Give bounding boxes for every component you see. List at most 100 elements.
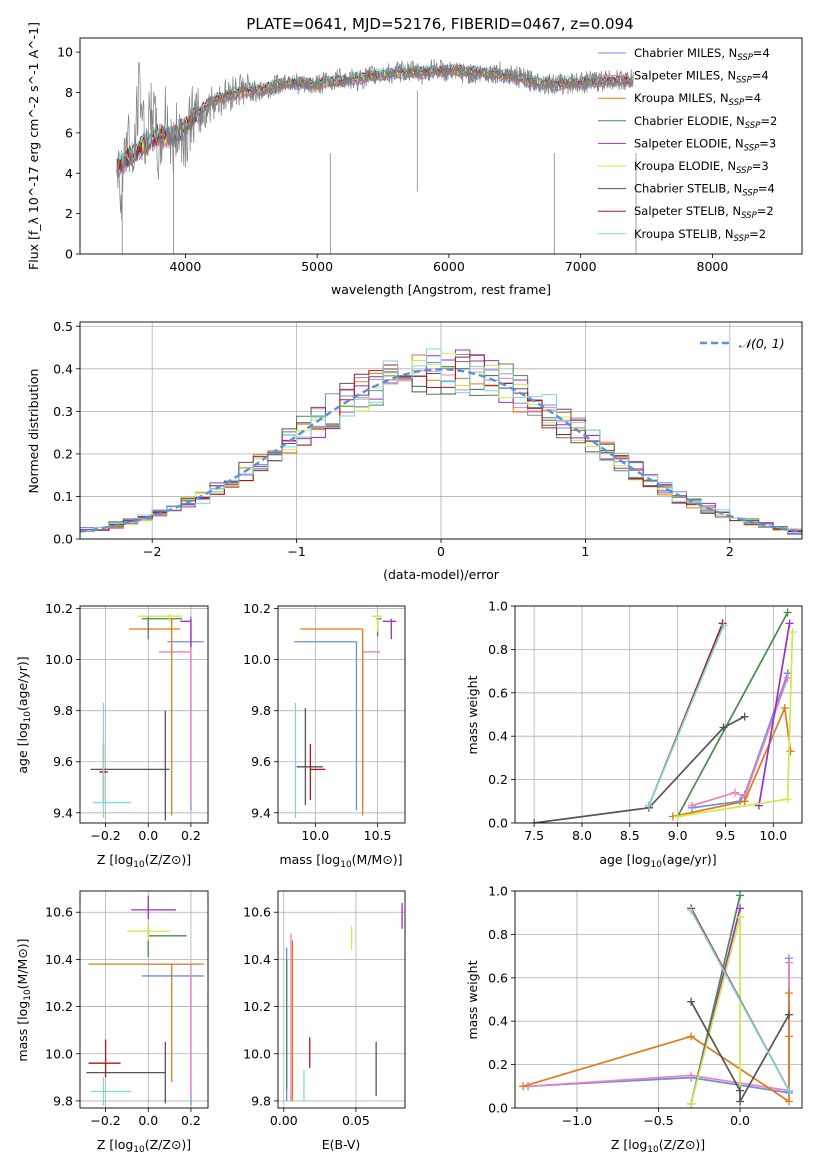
y-tick-label: 6 bbox=[65, 125, 73, 140]
legend-entry: Kroupa STELIB, NSSP=2 bbox=[634, 227, 766, 244]
weight-marker bbox=[736, 1086, 745, 1095]
weight-marker bbox=[736, 1097, 745, 1106]
x-tick-label: 9.0 bbox=[668, 828, 688, 843]
weight-marker bbox=[784, 1086, 793, 1095]
axes-frame bbox=[514, 605, 803, 824]
weight-marker bbox=[687, 801, 696, 810]
weight-marker bbox=[719, 723, 728, 732]
plot-area bbox=[294, 615, 397, 818]
y-tick-label: 0.1 bbox=[53, 489, 73, 504]
x-tick-label: 10.0 bbox=[759, 828, 787, 843]
weight-marker bbox=[784, 1032, 793, 1041]
plot-area bbox=[80, 348, 802, 539]
plot-area bbox=[86, 895, 204, 1106]
legend-entry: Chabrier STELIB, NSSP=4 bbox=[634, 182, 775, 199]
weight-marker bbox=[687, 1071, 696, 1080]
plot-area bbox=[90, 613, 204, 821]
axes-frame bbox=[79, 605, 209, 824]
weight-marker bbox=[687, 906, 696, 915]
histogram-steps bbox=[80, 354, 802, 539]
weight-marker bbox=[784, 1097, 793, 1106]
weight-marker bbox=[731, 788, 740, 797]
axes-frame bbox=[79, 890, 209, 1109]
y-tick-label: 9.8 bbox=[251, 1093, 271, 1108]
panel-age-vs-mass: 10.0 10.5 9.4 9.6 9.8 10.0 10.2 mass [log10(M/M… bbox=[243, 601, 406, 870]
figure-title: PLATE=0641, MJD=52176, FIBERID=0467, z=0… bbox=[246, 15, 633, 33]
y-tick-label: 0.8 bbox=[488, 927, 508, 942]
y-tick-label: 0.0 bbox=[488, 816, 508, 831]
weight-marker bbox=[783, 608, 792, 617]
x-tick-label: −0.2 bbox=[90, 1113, 120, 1128]
weight-line bbox=[690, 1001, 790, 1103]
x-axis-label: age [log10(age/yr)] bbox=[599, 852, 716, 870]
axes-frame bbox=[277, 605, 406, 824]
y-tick-label: 0.4 bbox=[488, 729, 508, 744]
weight-marker bbox=[530, 819, 539, 823]
y-tick-label: 10.0 bbox=[243, 1046, 271, 1061]
y-tick-label: 0.3 bbox=[53, 404, 73, 419]
y-tick-label: 0.0 bbox=[53, 532, 73, 547]
x-tick-label: −1 bbox=[287, 544, 305, 559]
y-axis-label: mass weight bbox=[465, 960, 480, 1039]
y-axis-label: age [log10(age/yr)] bbox=[15, 656, 33, 773]
weight-marker bbox=[736, 904, 745, 913]
weight-line bbox=[691, 677, 789, 807]
x-tick-label: 9.5 bbox=[716, 828, 736, 843]
y-tick-label: 9.6 bbox=[53, 754, 73, 769]
y-axis-label: Flux [f_λ 10^-17 erg cm^-2 s^-1 A^-1] bbox=[26, 22, 41, 270]
x-tick-label: −0.2 bbox=[90, 828, 120, 843]
observed-spectrum-line bbox=[116, 59, 634, 220]
x-tick-label: −0.5 bbox=[643, 1113, 673, 1128]
x-tick-label: 0.0 bbox=[138, 1113, 158, 1128]
y-tick-label: 10.2 bbox=[45, 999, 73, 1014]
weight-marker bbox=[736, 891, 745, 900]
axes-frame bbox=[277, 890, 406, 1109]
weight-marker bbox=[740, 797, 749, 806]
weight-line bbox=[648, 625, 725, 806]
x-tick-label: 4000 bbox=[169, 259, 201, 274]
y-tick-label: 0.0 bbox=[488, 1101, 508, 1116]
weight-line bbox=[534, 715, 745, 823]
weight-line bbox=[690, 910, 790, 1092]
y-tick-label: 10.0 bbox=[45, 652, 73, 667]
y-tick-label: 10.6 bbox=[243, 905, 271, 920]
weight-marker bbox=[687, 1032, 696, 1041]
plot-area bbox=[530, 608, 797, 823]
y-tick-label: 9.4 bbox=[53, 805, 73, 820]
y-tick-label: 0.2 bbox=[53, 446, 73, 461]
y-tick-label: 1.0 bbox=[488, 599, 508, 614]
y-tick-label: 0.5 bbox=[53, 319, 73, 334]
legend-entry: Kroupa MILES, NSSP=4 bbox=[634, 91, 761, 108]
x-tick-label: 8.5 bbox=[620, 828, 640, 843]
x-tick-label: 1 bbox=[581, 544, 589, 559]
plot-area bbox=[116, 59, 637, 254]
weight-marker bbox=[644, 801, 653, 810]
x-tick-label: 0.0 bbox=[138, 828, 158, 843]
x-tick-label: 7000 bbox=[565, 259, 597, 274]
weight-marker bbox=[719, 621, 728, 630]
x-tick-label: 0.2 bbox=[181, 1113, 201, 1128]
x-axis-label: Z [log10(Z/Z⊙)] bbox=[611, 1137, 705, 1155]
y-tick-label: 0.4 bbox=[53, 361, 73, 376]
y-tick-label: 0.8 bbox=[488, 642, 508, 657]
legend-entry: Salpeter STELIB, NSSP=2 bbox=[634, 204, 774, 221]
x-axis-label: wavelength [Angstrom, rest frame] bbox=[331, 282, 551, 297]
x-tick-label: −2 bbox=[143, 544, 161, 559]
legend-entry: Chabrier ELODIE, NSSP=2 bbox=[634, 114, 777, 131]
y-tick-label: 1.0 bbox=[488, 884, 508, 899]
panel-spectrum: 4000 5000 6000 7000 8000 0 2 4 6 8 10 wavelength [A… bbox=[26, 22, 803, 297]
y-tick-label: 0.6 bbox=[488, 970, 508, 985]
y-tick-label: 10.0 bbox=[243, 652, 271, 667]
x-tick-label: 6000 bbox=[433, 259, 465, 274]
y-tick-label: 10 bbox=[57, 45, 73, 60]
legend-entry: 𝒩(0, 1) bbox=[739, 336, 785, 351]
legend-entry: Chabrier MILES, NSSP=4 bbox=[634, 46, 770, 63]
legend-entry: Salpeter MILES, NSSP=4 bbox=[634, 69, 769, 86]
x-tick-label: 5000 bbox=[301, 259, 333, 274]
weight-line bbox=[758, 623, 791, 806]
y-tick-label: 9.8 bbox=[53, 703, 73, 718]
y-axis-label: mass weight bbox=[465, 675, 480, 754]
weight-marker bbox=[784, 988, 793, 997]
x-tick-label: 8.0 bbox=[572, 828, 592, 843]
panel-mass-vs-Z: −0.2 0.0 0.2 9.8 10.0 10.2 10.4 10.6 Z [log10(Z/… bbox=[15, 890, 209, 1155]
